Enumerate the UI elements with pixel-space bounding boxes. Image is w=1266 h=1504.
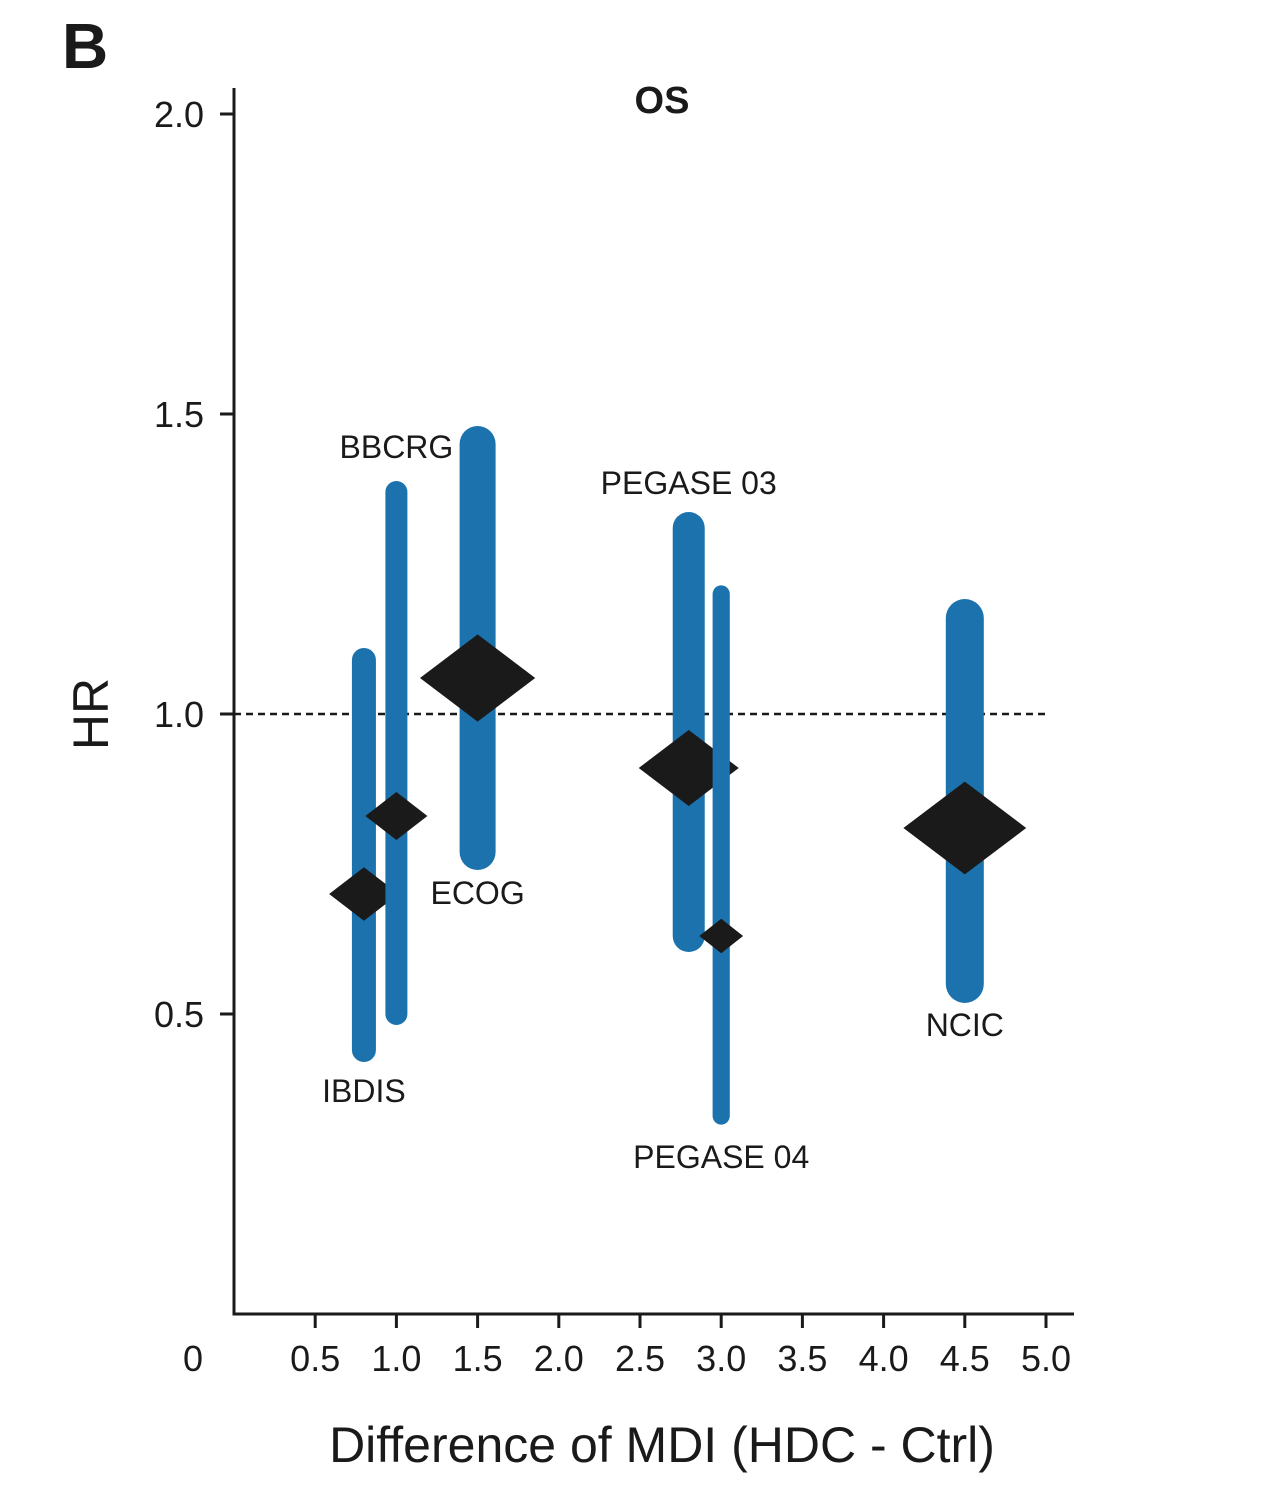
x-tick-label: 4.5 xyxy=(940,1338,990,1379)
study-label: BBCRG xyxy=(340,429,454,465)
x-tick-label: 3.0 xyxy=(696,1338,746,1379)
x-tick-label: 3.5 xyxy=(777,1338,827,1379)
data-marks xyxy=(329,426,1027,1125)
study-labels: IBDIS BBCRG ECOG PEGASE 03 PEGASE 04 NCIC xyxy=(322,429,1004,1175)
hazard-ratio-diamond xyxy=(699,918,744,954)
y-tick-label: 1.0 xyxy=(154,694,204,735)
y-tick-label: 1.5 xyxy=(154,394,204,435)
y-tick-label: 0.5 xyxy=(154,994,204,1035)
axes: 0.5 1.0 1.5 2.0 0.5 1.0 1.5 2.0 2.5 3.0 3.5 4.0 4.5 5… xyxy=(154,88,1074,1379)
y-tick-label: 2.0 xyxy=(154,94,204,135)
study-label: ECOG xyxy=(430,875,524,911)
x-tick-label: 1.0 xyxy=(371,1338,421,1379)
panel-letter: B xyxy=(62,10,109,82)
study-label: NCIC xyxy=(926,1007,1004,1043)
x-tick-label: 4.0 xyxy=(859,1338,909,1379)
x-tick-label: 0.5 xyxy=(290,1338,340,1379)
x-tick-label: 1.5 xyxy=(453,1338,503,1379)
hazard-ratio-diamond xyxy=(329,867,399,921)
hazard-ratio-diamond xyxy=(903,781,1027,875)
x-axis-title: Difference of MDI (HDC - Ctrl) xyxy=(329,1417,995,1473)
x-tick-label: 2.0 xyxy=(534,1338,584,1379)
study-label: IBDIS xyxy=(322,1073,406,1109)
x-tick-label: 5.0 xyxy=(1021,1338,1071,1379)
x-origin-label: 0 xyxy=(183,1338,203,1379)
chart-title: OS xyxy=(635,80,690,122)
hazard-ratio-diamond xyxy=(365,792,428,840)
study-label: PEGASE 04 xyxy=(633,1139,809,1175)
hazard-ratio-diamond xyxy=(420,634,536,722)
x-tick-label: 2.5 xyxy=(615,1338,665,1379)
study-label: PEGASE 03 xyxy=(601,465,777,501)
y-axis-title: HR xyxy=(63,678,119,750)
